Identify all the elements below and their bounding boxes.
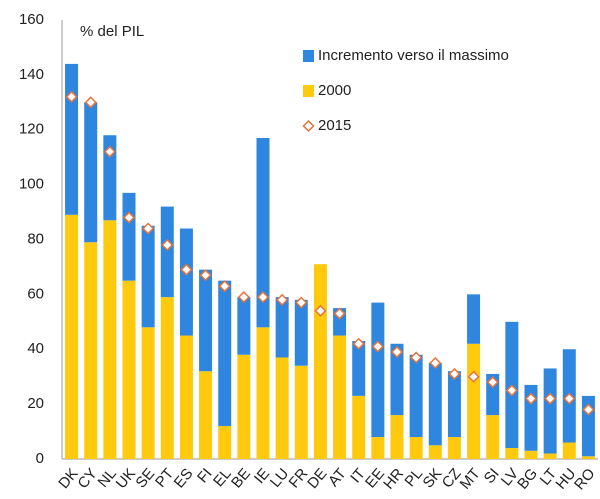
x-tick-label: RO bbox=[571, 465, 598, 493]
bar bbox=[467, 343, 481, 459]
marker-2015 bbox=[505, 384, 518, 397]
marker-2015 bbox=[276, 293, 289, 306]
marker-2015 bbox=[410, 351, 423, 364]
bar bbox=[256, 137, 270, 328]
marker-2015 bbox=[352, 337, 365, 350]
marker-2015 bbox=[218, 280, 231, 293]
marker-2015 bbox=[371, 340, 384, 353]
bar bbox=[313, 264, 327, 459]
bar bbox=[428, 445, 442, 459]
bar bbox=[428, 362, 442, 446]
x-tick-label: BE bbox=[228, 465, 254, 491]
y-tick-label: 60 bbox=[27, 285, 44, 302]
bar bbox=[65, 63, 79, 215]
legend-label: 2015 bbox=[318, 117, 351, 134]
bar bbox=[160, 206, 174, 298]
bar bbox=[562, 442, 576, 459]
bar bbox=[275, 357, 289, 459]
bar bbox=[543, 368, 557, 454]
bar bbox=[218, 280, 232, 427]
bar bbox=[447, 371, 461, 438]
bar bbox=[352, 341, 366, 396]
bar bbox=[179, 335, 193, 459]
legend-label: 2000 bbox=[318, 82, 351, 99]
x-tick-label: MT bbox=[457, 465, 484, 493]
marker-2015 bbox=[544, 392, 557, 405]
y-tick-label: 20 bbox=[27, 395, 44, 412]
bar bbox=[103, 135, 117, 221]
marker-2015 bbox=[84, 96, 97, 109]
y-tick-label: 160 bbox=[19, 11, 44, 28]
bar bbox=[103, 220, 117, 459]
legend-swatch bbox=[303, 50, 314, 62]
bar bbox=[237, 297, 251, 355]
marker-2015 bbox=[237, 291, 250, 304]
marker-2015 bbox=[103, 145, 116, 158]
bar bbox=[141, 225, 155, 328]
bar bbox=[141, 327, 155, 459]
bar bbox=[275, 297, 289, 358]
bar bbox=[371, 302, 385, 438]
legend-swatch bbox=[303, 85, 314, 97]
bar bbox=[524, 450, 538, 459]
bar bbox=[199, 371, 213, 459]
marker-2015 bbox=[161, 238, 174, 252]
marker-2015 bbox=[582, 403, 595, 416]
marker-2015 bbox=[142, 222, 155, 235]
bar bbox=[390, 415, 404, 459]
bar bbox=[409, 437, 423, 459]
marker-2015 bbox=[180, 263, 193, 276]
y-tick-label: 140 bbox=[19, 66, 44, 83]
marker-2015 bbox=[429, 356, 442, 370]
marker-2015 bbox=[199, 269, 212, 282]
bar bbox=[447, 437, 461, 459]
bar bbox=[333, 335, 347, 459]
bar bbox=[352, 395, 366, 459]
marker-2015 bbox=[314, 304, 327, 317]
marker-2015 bbox=[295, 296, 308, 309]
marker-2015 bbox=[333, 307, 346, 320]
marker-2015 bbox=[256, 291, 270, 304]
legend-label: Incremento verso il massimo bbox=[318, 47, 509, 64]
bar bbox=[390, 343, 404, 416]
bar bbox=[371, 437, 385, 459]
bar bbox=[179, 228, 193, 336]
bar bbox=[84, 102, 98, 243]
x-tick-label: AT bbox=[325, 465, 350, 490]
y-tick-label: 100 bbox=[19, 176, 44, 193]
bar bbox=[256, 327, 270, 459]
bar bbox=[294, 299, 308, 366]
marker-2015 bbox=[122, 211, 136, 224]
legend-swatch bbox=[302, 119, 315, 133]
bar bbox=[294, 365, 308, 459]
marker-2015 bbox=[486, 376, 499, 389]
marker-2015 bbox=[524, 392, 538, 405]
y-tick-label: 40 bbox=[27, 340, 44, 357]
bar bbox=[160, 297, 174, 459]
bar bbox=[409, 354, 423, 438]
bar bbox=[486, 415, 500, 459]
marker-2015 bbox=[390, 345, 404, 359]
bar bbox=[199, 269, 213, 372]
marker-2015 bbox=[448, 367, 461, 381]
marker-2015 bbox=[467, 370, 480, 383]
bar bbox=[218, 426, 232, 459]
marker-2015 bbox=[563, 392, 576, 405]
x-tick-label: ES bbox=[171, 465, 197, 491]
bar bbox=[467, 294, 481, 344]
bar bbox=[122, 280, 136, 459]
bar bbox=[505, 448, 519, 459]
bar bbox=[65, 214, 79, 459]
y-tick-label: 120 bbox=[19, 121, 44, 138]
y-tick-label: 0 bbox=[36, 450, 44, 467]
marker-2015 bbox=[65, 90, 78, 103]
bar bbox=[581, 456, 595, 459]
bar bbox=[84, 242, 98, 459]
y-axis-label: % del PIL bbox=[80, 23, 144, 40]
bar bbox=[122, 192, 136, 281]
bar bbox=[543, 453, 557, 459]
bar bbox=[237, 354, 251, 459]
y-tick-label: 80 bbox=[27, 230, 44, 247]
